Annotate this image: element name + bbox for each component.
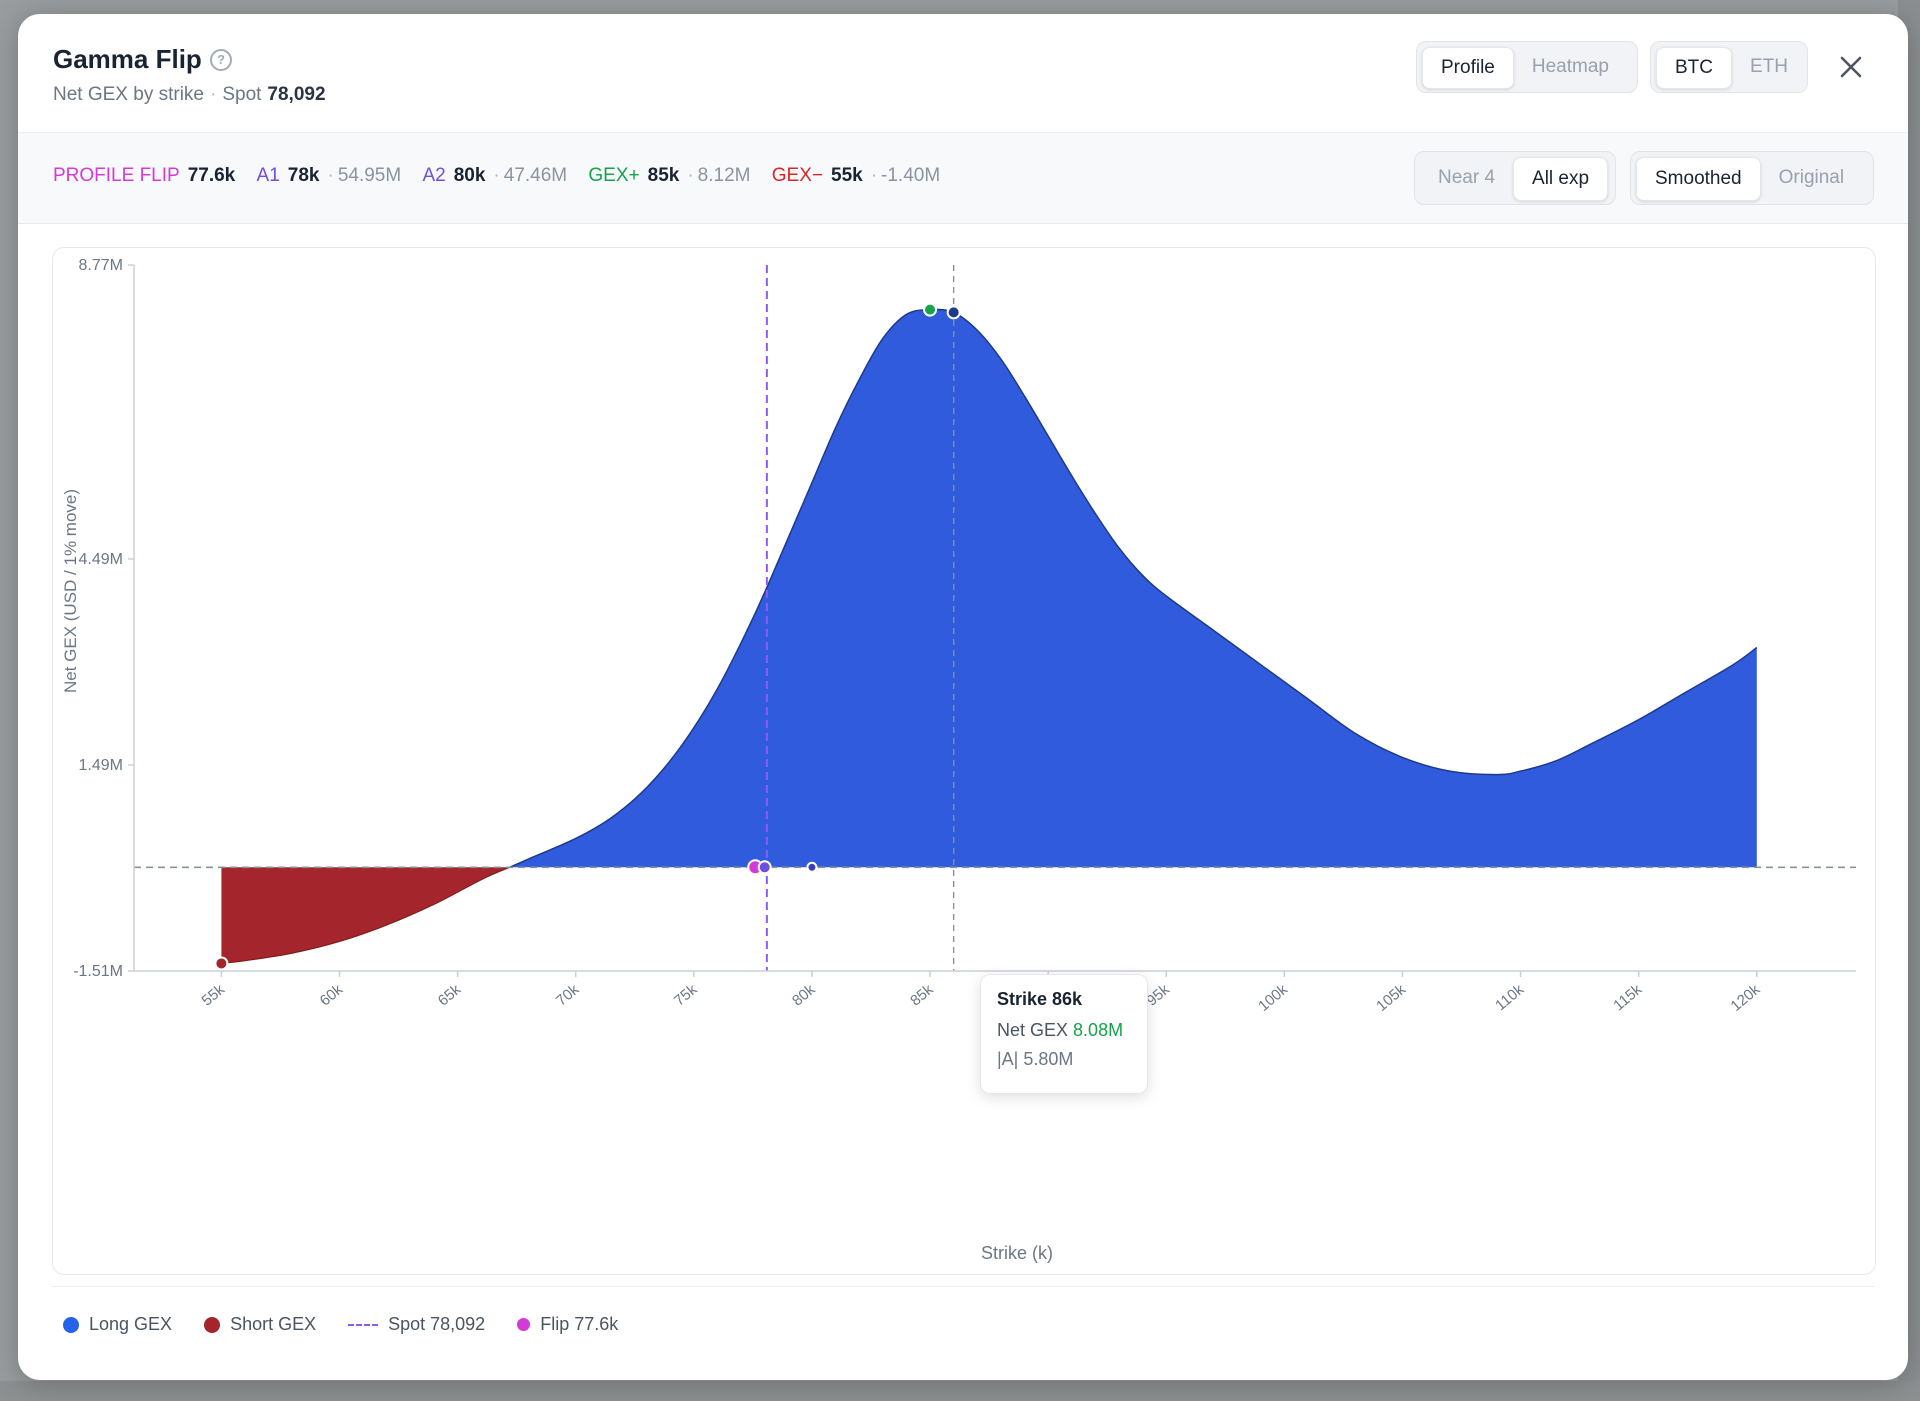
a2-value: 80k [453,165,486,186]
tab-profile[interactable]: Profile [1422,47,1514,89]
tab-heatmap[interactable]: Heatmap [1531,56,1609,77]
legend-spot[interactable]: Spot 78,092 [348,1314,485,1335]
x-tick-label: 110k [1492,981,1527,1015]
gex-plus-label: GEX+ [588,165,640,186]
expiry-toggle: Near 4 All exp [1414,151,1616,205]
chart-tooltip: Strike 86k Net GEX 8.08M |A| 5.80M [980,974,1148,1094]
tab-original[interactable]: Original [1778,167,1845,188]
a1-marker [757,860,772,875]
chart-card: 8.77M 4.49M 1.49M -1.51M 55k 60k 65k 70k 75k 80k… [52,247,1876,1275]
a1-value: 78k [287,165,320,186]
stats-bar: PROFILE FLIP 77.6k A1 78k · 54.95M A2 80k · 47.… [18,132,1908,224]
modal-header: Gamma Flip ? Net GEX by strike · Spot 78,09… [18,14,1908,132]
tab-smoothed[interactable]: Smoothed [1636,157,1761,201]
hover-point-marker [946,305,961,320]
x-tick-label: 65k [435,981,465,1010]
view-toggle: Profile Heatmap [1416,41,1638,93]
spot-dash-icon [348,1323,379,1326]
tab-all-exp[interactable]: All exp [1513,157,1609,201]
modal-title: Gamma Flip [53,44,202,74]
legend-flip-label: Flip 77.6k [540,1314,619,1334]
y-axis-label: Net GEX (USD / 1% move) [61,489,80,693]
spot-label: Spot [222,84,262,105]
x-axis-label: Strike (k) [981,1243,1053,1263]
subtitle-label: Net GEX by strike [53,84,204,105]
tooltip-net-label: Net GEX [997,1020,1069,1040]
gamma-flip-modal: Gamma Flip ? Net GEX by strike · Spot 78,09… [18,14,1908,1380]
tab-near-4[interactable]: Near 4 [1438,167,1496,188]
short-gex-area [221,867,510,964]
tooltip-strike: Strike 86k [997,989,1083,1009]
tooltip-net-gex: Net GEX 8.08M [997,1020,1131,1041]
mode-toggle: Smoothed Original [1630,151,1874,205]
tooltip-abs: |A| 5.80M [997,1049,1074,1069]
y-tick-label: 8.77M [79,257,123,274]
gex-minus-sub: -1.40M [881,165,941,186]
x-tick-label: 55k [199,981,229,1010]
gex-minus-value: 55k [831,165,863,186]
stats-summary: PROFILE FLIP 77.6k A1 78k · 54.95M A2 80k · 47.… [53,165,941,186]
x-tick-label: 120k [1728,981,1764,1015]
background-left-edge [0,0,18,1401]
y-tick-label: 4.49M [79,551,123,568]
short-dot-icon [204,1316,221,1333]
y-tick-label: 1.49M [79,757,123,774]
gex-profile-chart[interactable]: 8.77M 4.49M 1.49M -1.51M 55k 60k 65k 70k 75k 80k… [53,248,1875,1274]
legend-long[interactable]: Long GEX [63,1314,172,1335]
x-tick-label: 80k [789,981,819,1010]
legend-long-label: Long GEX [89,1314,173,1334]
x-tick-label: 75k [671,981,701,1010]
long-gex-line [509,308,1758,868]
tab-btc[interactable]: BTC [1656,47,1732,89]
background-bottom-edge [0,1381,1920,1401]
a2-sub: 47.46M [503,165,568,186]
gex-plus-sub: 8.12M [697,165,751,186]
chart-legend: Long GEX Short GEX Spot 78,092 Flip 77.6… [63,1314,650,1335]
asset-toggle: BTC ETH [1650,41,1808,93]
tooltip-net-value: 8.08M [1073,1020,1124,1040]
gex-minus-marker [214,956,229,971]
legend-divider [52,1286,1874,1287]
a1-sub: 54.95M [337,165,402,186]
legend-spot-label: Spot 78,092 [388,1314,486,1334]
legend-flip[interactable]: Flip 77.6k [517,1314,618,1335]
a2-marker [806,861,818,873]
spot-value: 78,092 [267,84,326,105]
x-tick-label: 105k [1373,981,1409,1015]
flip-value: 77.6k [187,165,236,186]
short-gex-line [221,866,510,965]
gex-plus-marker [923,302,938,317]
help-icon[interactable]: ? [210,49,232,71]
x-tick-label: 60k [317,981,347,1010]
flip-label: PROFILE FLIP [53,165,180,186]
gex-minus-label: GEX− [771,165,823,186]
legend-short-label: Short GEX [230,1314,317,1334]
gex-plus-value: 85k [647,165,680,186]
y-tick-label: -1.51M [73,963,123,980]
x-tick-label: 115k [1610,981,1645,1015]
modal-subtitle: Net GEX by strike · Spot 78,092 [53,84,326,105]
close-icon[interactable] [1836,52,1866,82]
a1-label: A1 [256,165,280,186]
x-tick-label: 100k [1255,981,1291,1015]
legend-short[interactable]: Short GEX [204,1314,316,1335]
tab-eth[interactable]: ETH [1750,56,1788,77]
x-tick-label: 85k [907,981,937,1010]
a2-label: A2 [422,165,446,186]
long-dot-icon [63,1316,79,1333]
x-tick-label: 70k [553,981,583,1010]
flip-dot-icon [517,1318,531,1331]
long-gex-area [509,309,1757,868]
